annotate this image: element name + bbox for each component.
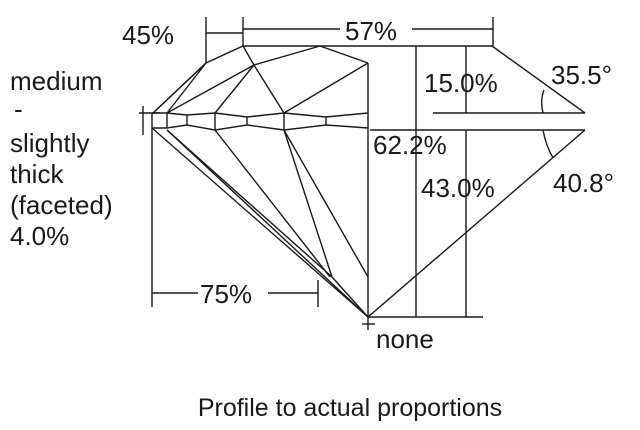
girdle-label-line: 4.0% [10, 221, 69, 251]
girdle-label-line: (faceted) [10, 190, 113, 220]
crown-angle-label: 35.5° [551, 60, 612, 90]
culet-label: none [376, 324, 434, 354]
total-depth-label: 62.2% [373, 130, 447, 160]
girdle-label-line: medium [10, 66, 102, 96]
girdle-label-line: - [14, 94, 23, 124]
girdle-label-line: slightly [10, 128, 89, 158]
dimension-lines [139, 17, 494, 330]
pavilion-angle-label: 40.8° [553, 168, 614, 198]
lower-half-label: 75% [200, 279, 252, 309]
table-label: 57% [345, 16, 397, 46]
girdle-label-line: thick [10, 159, 64, 189]
crown-height-label: 15.0% [424, 68, 498, 98]
star-length-label: 45% [122, 20, 174, 50]
pavilion-depth-label: 43.0% [421, 173, 495, 203]
caption: Profile to actual proportions [198, 394, 502, 422]
diamond-outline [151, 45, 586, 318]
